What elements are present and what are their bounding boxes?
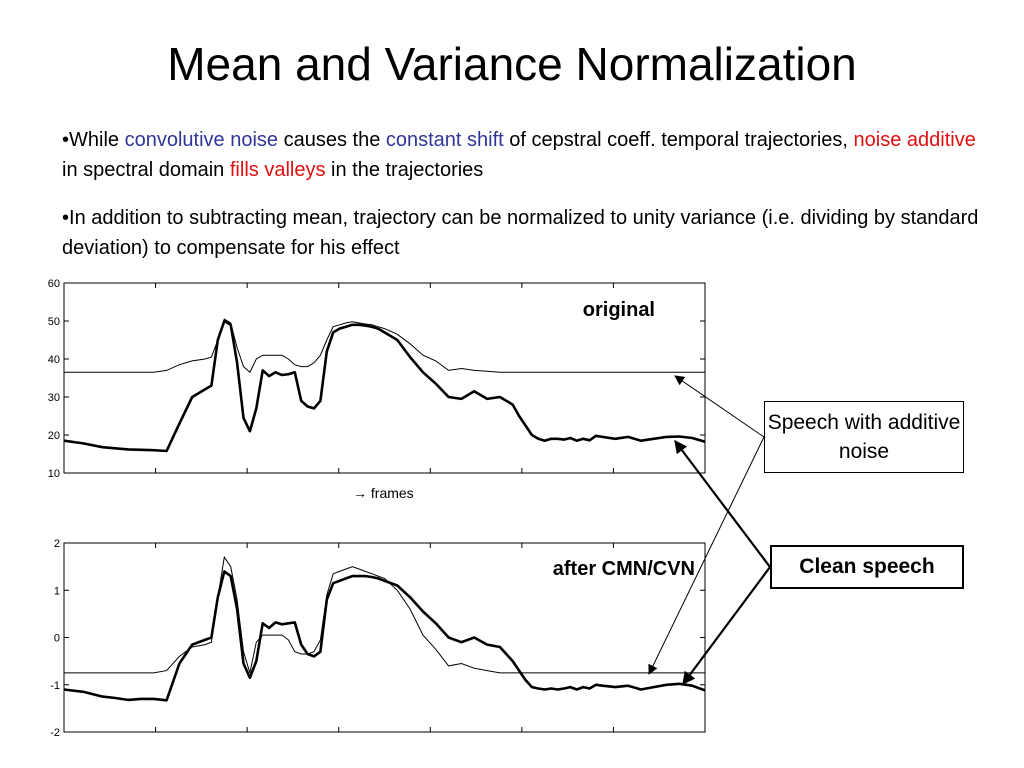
highlight-convolutive-noise: convolutive noise: [124, 129, 279, 151]
arrow-noisy-bottom: [648, 436, 765, 675]
bottom-clean-trajectory: [63, 570, 706, 702]
y-tick-label: 0: [54, 633, 60, 645]
bullet-marker: •: [62, 207, 70, 229]
bullet-text-1: While: [69, 129, 125, 151]
top-chart-title: original: [583, 299, 655, 321]
bullet-text-3: causes the: [278, 129, 386, 151]
bullet-convolutive-vs-additive: •While convolutive noise causes the cons…: [62, 125, 982, 185]
y-tick-label: 10: [48, 468, 60, 480]
highlight-noise-additive: noise additive: [853, 129, 976, 151]
top-chart-ticks: 10 20 30 40 50 60: [48, 278, 705, 480]
bullet-text-7: in spectral domain: [62, 159, 230, 181]
arrow-clean-bottom: [682, 566, 771, 686]
y-tick-label: -1: [50, 680, 60, 692]
top-noisy-trajectory: [64, 318, 705, 374]
y-tick-label: 30: [48, 392, 60, 404]
arrow-clean-top: [674, 439, 771, 568]
y-tick-label: 60: [48, 278, 60, 290]
x-axis-label: → frames: [353, 485, 414, 501]
bullet-text: In addition to subtracting mean, traject…: [62, 207, 979, 259]
y-tick-label: 40: [48, 354, 60, 366]
arrow-noisy-top: [674, 375, 765, 438]
bottom-chart-title: after CMN/CVN: [553, 558, 695, 580]
callout-arrows: [648, 375, 771, 686]
bullet-marker: •: [62, 129, 70, 151]
slide-title: Mean and Variance Normalization: [167, 38, 857, 90]
y-tick-label: 20: [48, 430, 60, 442]
y-tick-label: -2: [50, 727, 60, 739]
top-chart: 10 20 30 40 50 60 original → frames: [48, 278, 706, 501]
y-tick-label: 1: [54, 585, 60, 597]
y-tick-label: 50: [48, 316, 60, 328]
bullet-text-5: of cepstral coeff. temporal trajectories…: [503, 129, 854, 151]
highlight-constant-shift: constant shift: [385, 129, 504, 151]
callout-speech-with-additive-noise: Speech with additive noise: [764, 401, 964, 473]
bullet-text-9: in the trajectories: [325, 159, 484, 181]
bullet-variance-normalization: •In addition to subtracting mean, trajec…: [62, 203, 982, 263]
bottom-chart: -2 -1 0 1 2 after CMN/CVN: [50, 538, 706, 739]
highlight-fills-valleys: fills valleys: [229, 159, 326, 181]
top-clean-trajectory: [63, 319, 706, 453]
bottom-chart-ticks: -2 -1 0 1 2: [50, 538, 705, 739]
callout-clean-speech: Clean speech: [770, 545, 964, 589]
top-chart-frame: [63, 282, 706, 474]
y-tick-label: 2: [54, 538, 60, 550]
